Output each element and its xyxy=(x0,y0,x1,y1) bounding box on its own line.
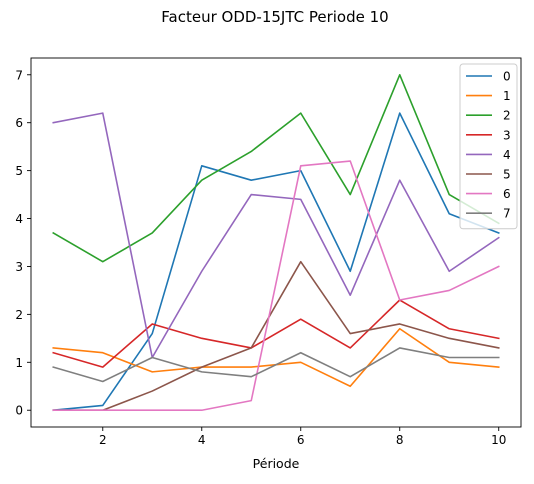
series-line-3 xyxy=(52,299,500,368)
y-tick-label: 5 xyxy=(15,164,23,178)
legend: 0 1 2 3 4 5 6 7 xyxy=(459,63,518,230)
y-tick-label: 0 xyxy=(15,404,23,418)
x-tick-label: 4 xyxy=(198,433,206,447)
legend-label-5: 5 xyxy=(503,168,511,182)
series-line-6 xyxy=(52,160,500,412)
legend-label-6: 6 xyxy=(503,187,511,201)
x-tick-label: 2 xyxy=(99,433,107,447)
legend-label-1: 1 xyxy=(503,89,511,103)
x-tick-label: 6 xyxy=(297,433,305,447)
y-tick-label: 1 xyxy=(15,356,23,370)
legend-label-7: 7 xyxy=(503,207,511,221)
y-tick-label: 7 xyxy=(15,68,23,82)
series-line-1 xyxy=(52,327,500,388)
y-tick-label: 3 xyxy=(15,260,23,274)
x-tick-label: 8 xyxy=(396,433,404,447)
series-line-7 xyxy=(52,347,500,383)
series-line-5 xyxy=(52,260,500,412)
legend-box xyxy=(459,63,518,230)
series-line-0 xyxy=(52,112,500,412)
series-line-4 xyxy=(52,112,500,359)
y-tick-label: 6 xyxy=(15,116,23,130)
legend-label-3: 3 xyxy=(503,128,511,142)
legend-label-0: 0 xyxy=(503,70,511,84)
chart-title: Facteur ODD-15JTC Periode 10 xyxy=(161,8,388,26)
y-tick-label: 2 xyxy=(15,308,23,322)
legend-label-4: 4 xyxy=(503,148,511,162)
axes-frame xyxy=(30,57,522,428)
x-tick-label: 10 xyxy=(491,433,506,447)
x-axis-label: Période xyxy=(253,456,300,471)
series-line-2 xyxy=(52,73,500,263)
legend-label-2: 2 xyxy=(503,109,511,123)
y-tick-label: 4 xyxy=(15,212,23,226)
